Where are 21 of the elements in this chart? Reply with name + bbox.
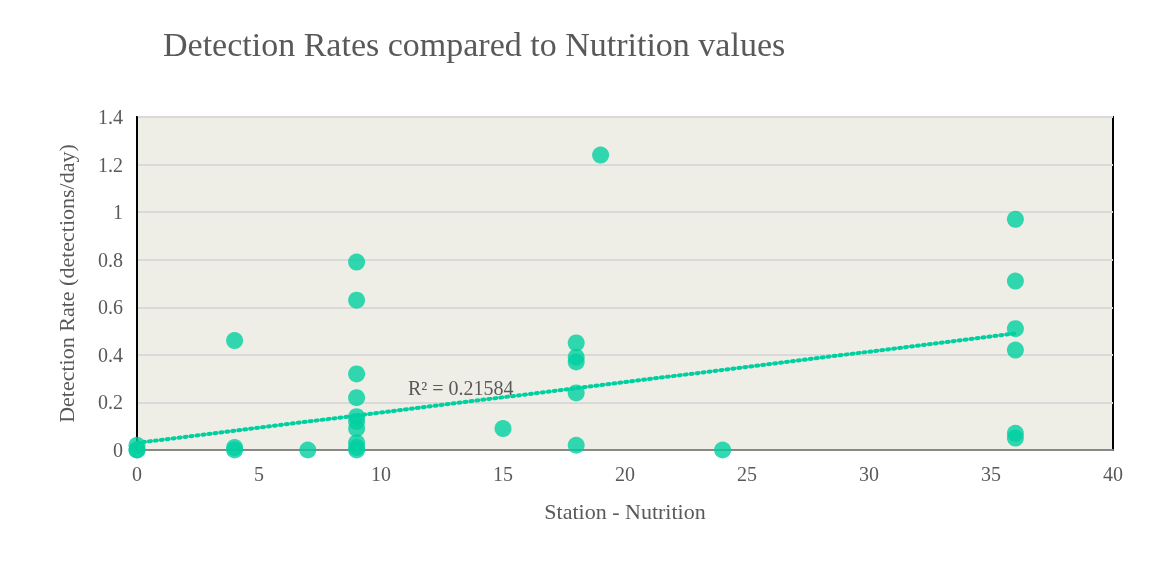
y-tick-label: 0.8	[98, 248, 123, 271]
x-tick-label: 0	[132, 463, 142, 485]
x-tick-label: 25	[737, 463, 757, 485]
chart-title: Detection Rates compared to Nutrition values	[163, 25, 786, 63]
y-tick-label: 1.2	[98, 153, 123, 176]
x-tick-label: 15	[493, 463, 513, 485]
y-axis-title: Detection Rate (detections/day)	[53, 144, 79, 423]
y-tick-label: 0	[113, 439, 123, 461]
y-tick-label: 0.4	[98, 343, 123, 366]
y-tick-label: 0.2	[98, 391, 123, 414]
y-tick-label: 1	[113, 201, 123, 224]
x-tick-label: 20	[615, 463, 635, 485]
annotation: R² = 0.21584	[408, 377, 514, 399]
x-tick-label: 40	[1103, 463, 1123, 485]
x-tick-label: 35	[981, 463, 1001, 485]
x-tick-label: 5	[254, 463, 264, 485]
x-tick-label: 30	[859, 463, 879, 485]
x-tick-label: 10	[371, 463, 391, 485]
x-axis-title: Station - Nutrition	[544, 498, 706, 524]
y-tick-label: 0.6	[98, 296, 123, 319]
y-tick-label: 1.4	[98, 106, 123, 128]
